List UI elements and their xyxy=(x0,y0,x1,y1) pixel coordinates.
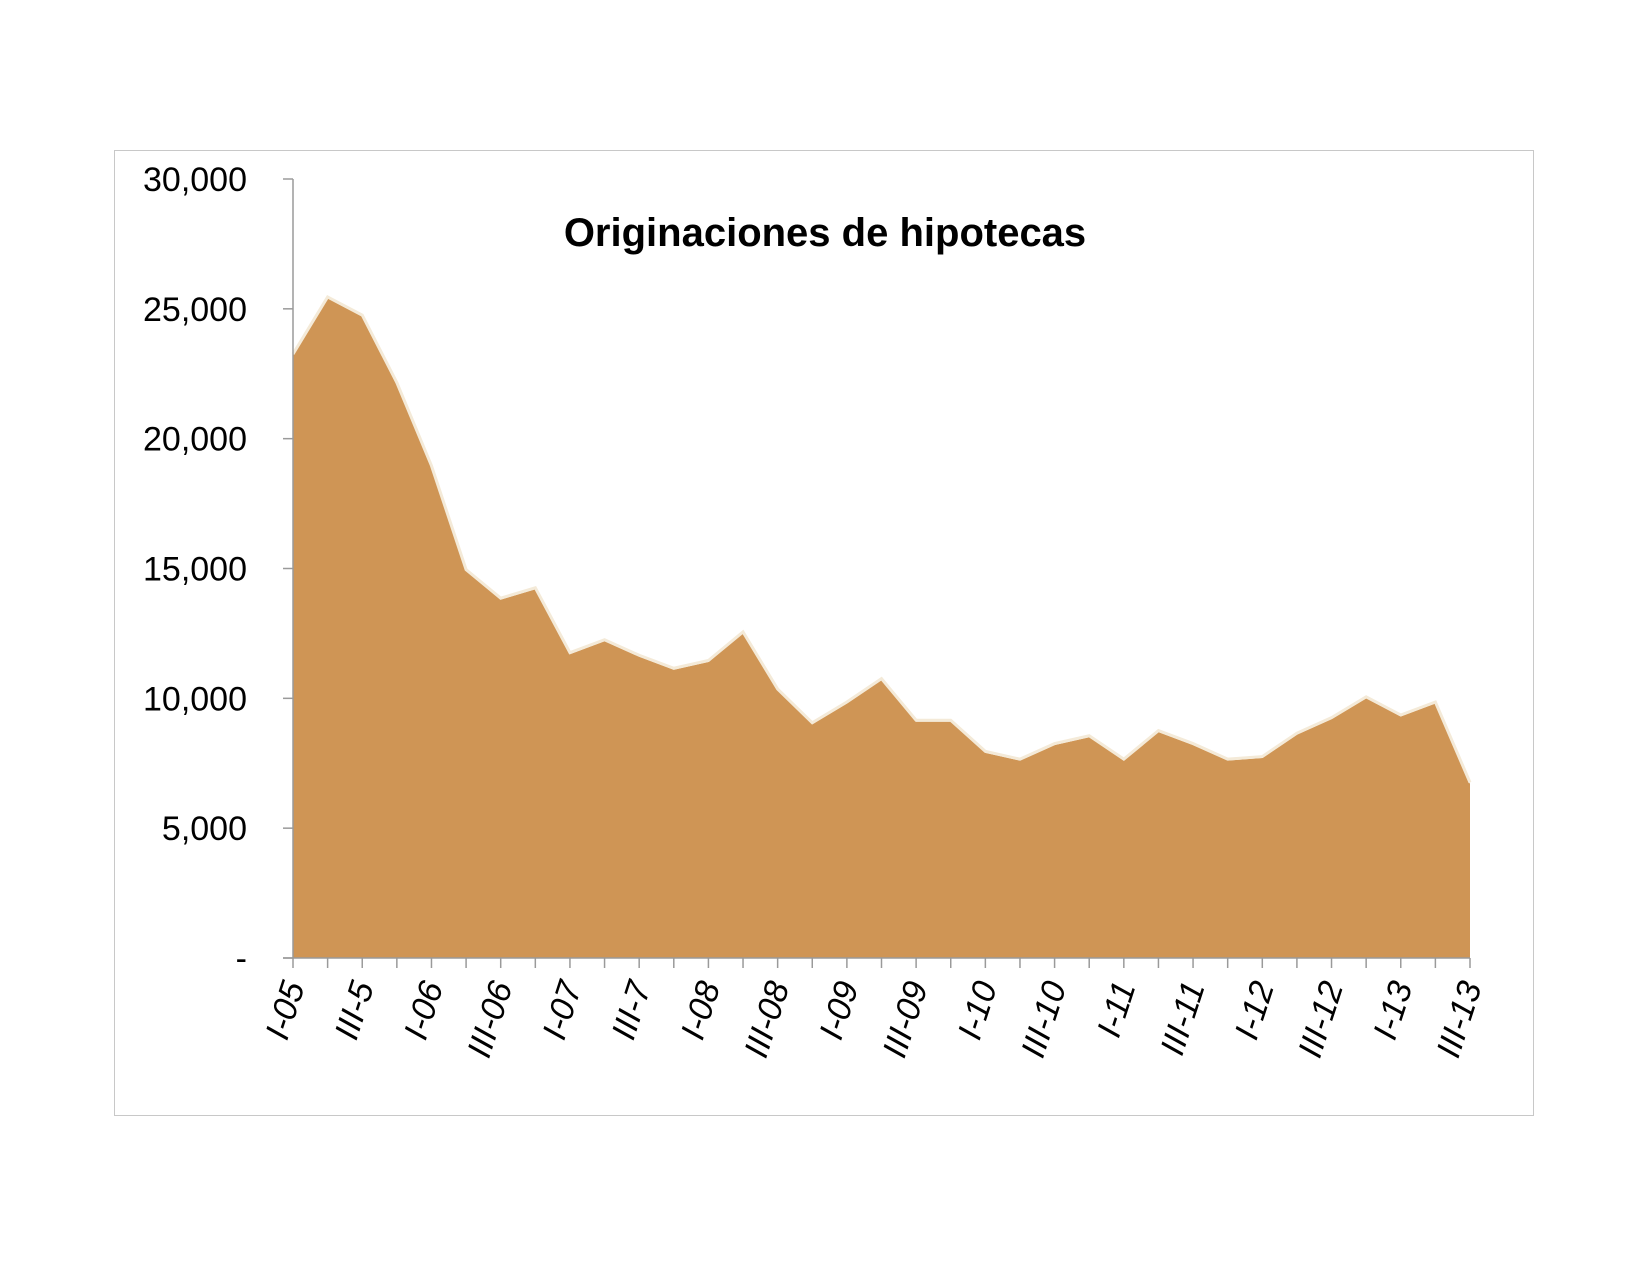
x-tick-label: I-06 xyxy=(397,977,451,1045)
x-tick-label: I-09 xyxy=(812,977,866,1045)
chart-title: Originaciones de hipotecas xyxy=(564,211,1086,255)
y-tick-label: 15,000 xyxy=(143,551,247,589)
area-chart: - 5,000 10,000 15,000 20,000 25,000 30,000 I-05… xyxy=(143,161,1490,1062)
plot-layer xyxy=(291,294,1472,958)
x-tick-label: III-06 xyxy=(460,977,520,1063)
x-tick-label: I-07 xyxy=(535,976,590,1044)
x-tick-label: III-08 xyxy=(737,977,797,1063)
series-edge-line xyxy=(291,294,1472,784)
axis-layer: - 5,000 10,000 15,000 20,000 25,000 30,000 I-05… xyxy=(143,161,1490,1062)
y-tick-label: - xyxy=(236,940,247,978)
x-tick-label: III-09 xyxy=(876,977,936,1063)
x-tick-label: III-5 xyxy=(328,977,382,1045)
y-tick-label: 30,000 xyxy=(143,161,247,199)
y-tick-label: 20,000 xyxy=(143,421,247,459)
y-tick-label: 25,000 xyxy=(143,291,247,329)
chart-frame: - 5,000 10,000 15,000 20,000 25,000 30,000 I-05… xyxy=(114,150,1534,1116)
x-tick-label: I-11 xyxy=(1090,977,1143,1042)
x-tick-label: I-12 xyxy=(1228,977,1282,1045)
x-tick-label: I-05 xyxy=(258,977,312,1045)
x-tick-label: III-7 xyxy=(605,976,660,1044)
x-tick-label: I-13 xyxy=(1366,977,1420,1045)
x-tick-label: I-10 xyxy=(951,977,1005,1045)
x-tick-label: III-13 xyxy=(1430,977,1490,1063)
x-tick-label: III-11 xyxy=(1153,977,1212,1060)
y-tick-label: 10,000 xyxy=(143,680,247,718)
x-tick-label: III-10 xyxy=(1014,977,1074,1063)
series-area xyxy=(293,298,1470,958)
y-tick-label: 5,000 xyxy=(162,810,247,848)
x-tick-label: I-08 xyxy=(674,977,728,1045)
x-tick-label: III-12 xyxy=(1291,977,1351,1063)
